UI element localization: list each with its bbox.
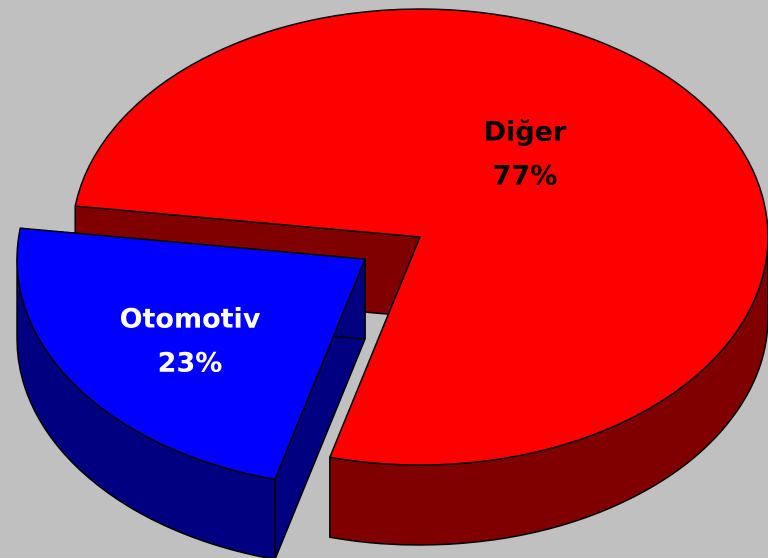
slice [16,227,366,558]
slice-value-label: 77% [493,161,558,192]
slice-top [74,8,768,466]
slice-label: Otomotiv [120,304,261,335]
slice-top [16,227,366,481]
slice-label: Diğer [484,117,567,148]
slice-value-label: 23% [158,348,223,379]
